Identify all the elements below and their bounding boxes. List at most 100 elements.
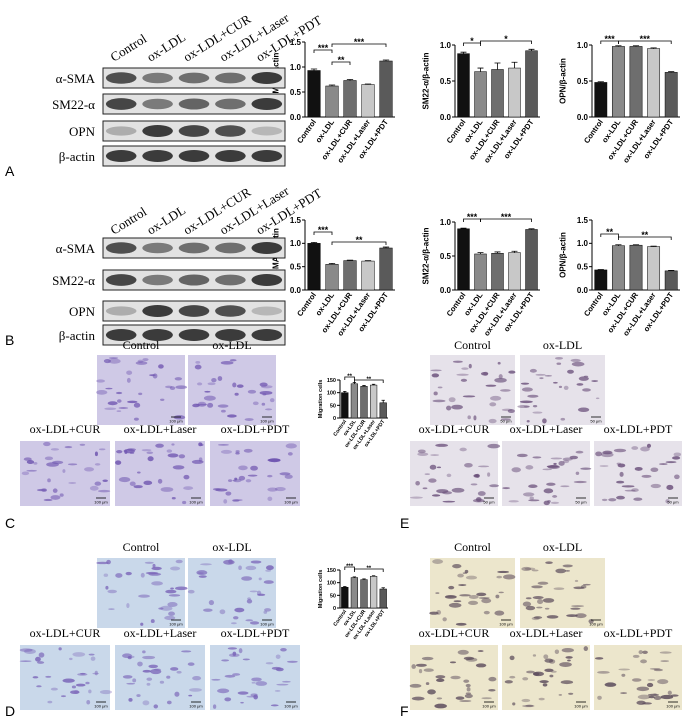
cell xyxy=(274,690,281,692)
cell xyxy=(624,489,636,492)
cell xyxy=(96,390,108,395)
micrograph xyxy=(594,645,682,710)
cell xyxy=(483,610,490,615)
cell xyxy=(617,463,626,468)
image-label: ox-LDL+CUR xyxy=(30,626,101,640)
significance-bracket xyxy=(618,236,672,240)
cell xyxy=(565,656,573,659)
cell xyxy=(451,404,463,410)
cell xyxy=(267,474,273,478)
cell xyxy=(144,561,154,564)
cell xyxy=(457,649,469,655)
cell xyxy=(105,387,113,390)
y-tick-label: 0.5 xyxy=(290,262,302,271)
cell xyxy=(52,460,64,465)
cell xyxy=(155,443,164,448)
cell xyxy=(62,469,66,473)
bar-chart: OPN/β-actin0.00.51.01.5Controlox-LDLox-L… xyxy=(559,216,680,338)
cell xyxy=(650,483,661,489)
cell xyxy=(418,668,423,674)
significance-bracket xyxy=(331,241,387,245)
bar xyxy=(360,579,368,609)
cell xyxy=(517,405,530,409)
y-tick-label: 0.0 xyxy=(577,286,589,295)
cell xyxy=(247,389,257,394)
cell xyxy=(442,491,453,495)
cell xyxy=(175,385,188,390)
scale-label: 50 μm xyxy=(575,500,587,505)
cell xyxy=(166,675,171,679)
significance-label: *** xyxy=(467,212,478,222)
cell xyxy=(429,611,439,615)
cell xyxy=(549,674,554,678)
cell xyxy=(468,600,479,605)
cell xyxy=(127,400,138,404)
image-label: ox-LDL+PDT xyxy=(604,422,673,436)
error-bar xyxy=(362,385,366,387)
cell xyxy=(516,453,528,458)
cell xyxy=(221,409,226,413)
cell xyxy=(232,499,240,502)
cell xyxy=(599,465,609,467)
cell xyxy=(575,471,580,475)
cell xyxy=(657,679,669,685)
cell xyxy=(269,398,275,403)
cell xyxy=(233,616,239,620)
cell xyxy=(636,686,650,692)
cell xyxy=(243,448,253,453)
y-tick-label: 0.5 xyxy=(440,77,452,86)
blot-band xyxy=(105,72,137,84)
cell xyxy=(567,369,574,374)
bar xyxy=(369,384,378,419)
y-tick-label: 1.0 xyxy=(577,41,589,50)
cell xyxy=(125,571,132,576)
cell xyxy=(44,456,54,461)
cell xyxy=(497,570,510,574)
cell xyxy=(591,380,599,382)
cell xyxy=(466,687,471,692)
cell xyxy=(448,585,455,590)
cell xyxy=(488,688,496,692)
bar xyxy=(341,586,349,609)
cell xyxy=(235,451,240,455)
cell xyxy=(436,678,445,683)
cell xyxy=(436,697,443,700)
cell xyxy=(544,668,554,673)
cell xyxy=(430,369,442,372)
cell xyxy=(217,376,223,381)
cell xyxy=(166,700,172,705)
cell xyxy=(437,386,443,389)
cell xyxy=(228,653,240,657)
image-label: Control xyxy=(454,540,491,554)
bar xyxy=(457,228,470,291)
cell xyxy=(504,680,513,684)
cell xyxy=(621,485,635,488)
blot-row-label: OPN xyxy=(69,304,96,319)
image-label: ox-LDL+CUR xyxy=(30,422,101,436)
cell xyxy=(522,677,529,681)
cell xyxy=(553,462,557,465)
bar xyxy=(664,270,678,291)
blot-row-label: β-actin xyxy=(59,328,96,343)
y-tick-label: 0 xyxy=(333,606,336,612)
cell xyxy=(103,359,111,364)
blot-band xyxy=(178,274,210,286)
micrograph-panel: D Control 100 μm ox-LDL 100 μm ox-LDL+CUR 100 … xyxy=(5,540,300,719)
cell xyxy=(618,668,631,671)
cell xyxy=(660,660,670,663)
significance-label: ** xyxy=(641,230,648,240)
cell xyxy=(152,563,156,568)
cell xyxy=(19,660,32,662)
cell xyxy=(631,446,639,450)
y-tick-label: 0.0 xyxy=(440,113,452,122)
cell xyxy=(287,452,293,456)
cell xyxy=(532,456,542,459)
cell xyxy=(553,381,558,384)
bar xyxy=(647,48,661,118)
significance-bracket xyxy=(354,568,384,572)
cell xyxy=(171,497,176,500)
cell xyxy=(196,570,208,576)
error-bar xyxy=(528,228,535,230)
blot-band xyxy=(178,150,210,162)
y-tick-label: 1.0 xyxy=(440,218,452,227)
